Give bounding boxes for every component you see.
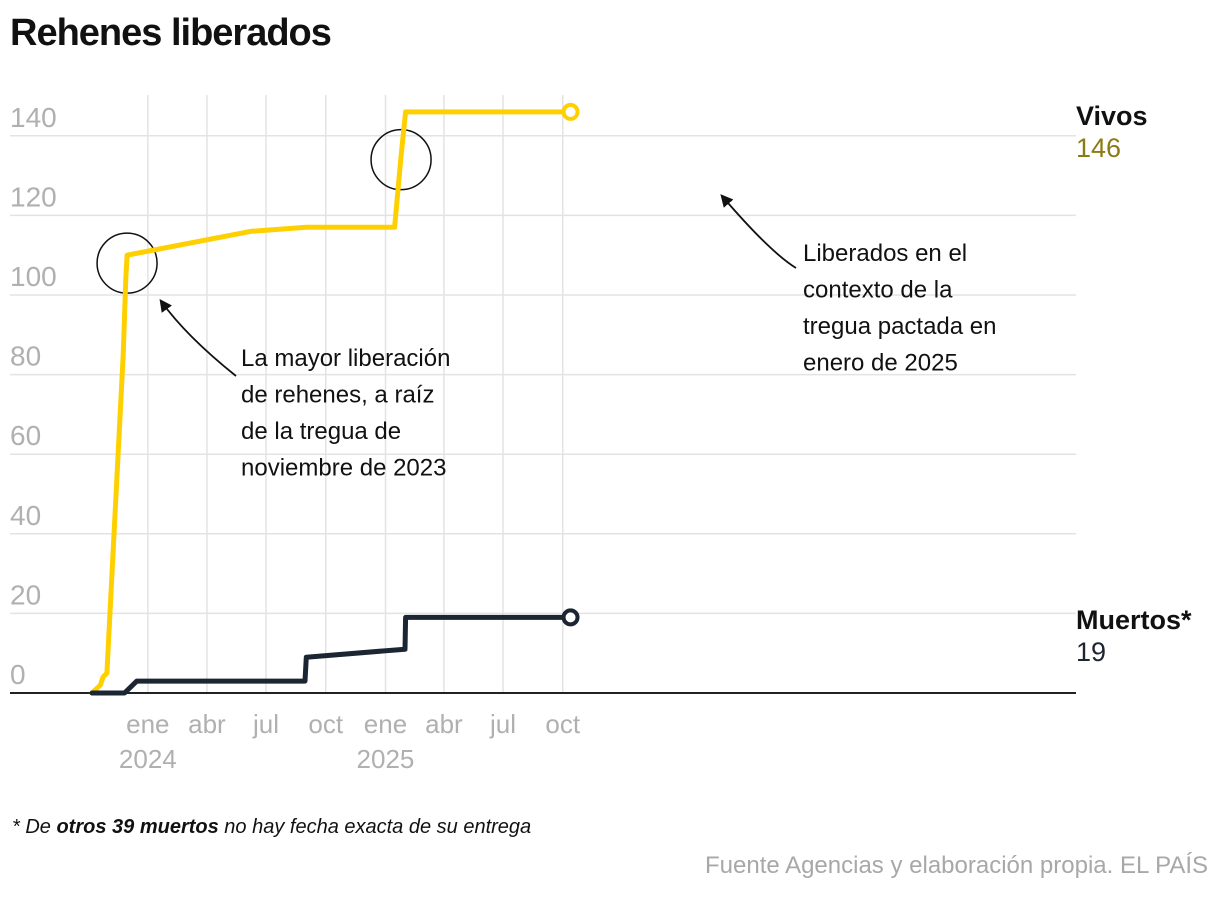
- y-tick-label: 40: [10, 500, 41, 531]
- y-tick-label: 80: [10, 341, 41, 372]
- x-tick-label: ene: [126, 709, 169, 739]
- x-tick-label: oct: [308, 709, 343, 739]
- y-tick-label: 0: [10, 659, 26, 690]
- series-value-label: 19: [1076, 637, 1106, 667]
- y-tick-label: 20: [10, 579, 41, 610]
- y-tick-label: 140: [10, 102, 57, 133]
- annotation-ene-2025-arrow: [720, 194, 797, 269]
- y-axis-ticks: 0 20 40 60 80 100 120 140: [10, 102, 57, 690]
- x-tick-label: jul: [252, 709, 279, 739]
- y-tick-label: 100: [10, 261, 57, 292]
- annotations: La mayor liberación de rehenes, a raíz de …: [96, 128, 997, 482]
- x-tick-year: 2024: [119, 744, 177, 774]
- annotation-nov-2023-line: noviembre de 2023: [241, 455, 446, 482]
- annotation-ene-2025-line: contexto de la: [803, 277, 953, 304]
- series-line-vivos: [89, 109, 573, 696]
- annotation-ene-2025-line: Liberados en el: [803, 240, 967, 267]
- source-credit: Fuente Agencias y elaboración propia. EL…: [705, 852, 1208, 879]
- series-name-label: Vivos: [1076, 101, 1148, 131]
- series-end-marker: [561, 608, 580, 627]
- annotation-ene-2025-line: enero de 2025: [803, 350, 958, 377]
- series-lines: [89, 102, 580, 696]
- y-tick-label: 60: [10, 420, 41, 451]
- series-end-marker: [561, 102, 580, 121]
- chart-title: Rehenes liberados: [10, 12, 332, 54]
- x-tick-label: ene: [364, 709, 407, 739]
- annotation-ene-2025-circle: [370, 128, 432, 191]
- x-tick-year: 2025: [357, 744, 415, 774]
- series-value-label: 146: [1076, 133, 1121, 163]
- annotation-ene-2025-line: tregua pactada en: [803, 313, 997, 340]
- x-tick-label: jul: [489, 709, 516, 739]
- series-line-muertos: [89, 614, 573, 696]
- x-tick-label: abr: [425, 709, 463, 739]
- footnote: * De otros 39 muertos no hay fecha exact…: [12, 816, 531, 839]
- annotation-nov-2023-line: de rehenes, a raíz: [241, 382, 434, 409]
- annotation-nov-2023-line: de la tregua de: [241, 418, 401, 445]
- annotation-nov-2023-line: La mayor liberación: [241, 345, 450, 372]
- annotation-ene-2025-text: Liberados en el contexto de la tregua pact…: [803, 240, 997, 377]
- x-tick-label: oct: [545, 709, 580, 739]
- annotation-nov-2023-text: La mayor liberación de rehenes, a raíz de …: [241, 345, 450, 482]
- y-tick-label: 120: [10, 181, 57, 212]
- footnote-bold: otros 39 muertos: [56, 816, 219, 838]
- footnote-suffix: no hay fecha exacta de su entrega: [218, 816, 532, 838]
- x-tick-label: abr: [188, 709, 226, 739]
- series-name-label: Muertos*: [1076, 605, 1192, 635]
- gridlines: [10, 95, 1076, 694]
- annotation-nov-2023-arrow: [159, 298, 237, 377]
- footnote-prefix: * De: [12, 816, 57, 838]
